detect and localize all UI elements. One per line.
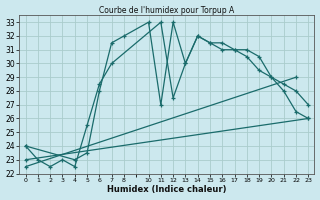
X-axis label: Humidex (Indice chaleur): Humidex (Indice chaleur) <box>107 185 227 194</box>
Title: Courbe de l'humidex pour Torpup A: Courbe de l'humidex pour Torpup A <box>99 6 235 15</box>
